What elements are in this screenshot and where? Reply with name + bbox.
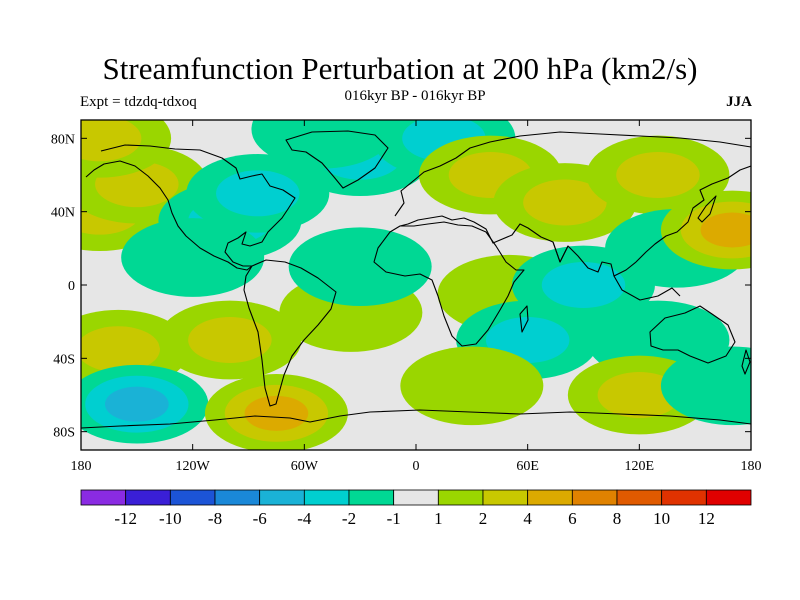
colorbar-label: -10 (159, 509, 182, 528)
contour-blob-25-1 (597, 372, 682, 418)
lat-label: 80N (51, 132, 75, 147)
colorbar-swatch (616, 489, 663, 506)
contour-blob-21-1 (616, 152, 700, 198)
colorbar-label: 4 (523, 509, 532, 528)
contour-blob-10-2 (104, 386, 169, 422)
coast-madagascar (519, 305, 529, 333)
coastlines (81, 130, 751, 429)
colorbar-label: 1 (434, 509, 443, 528)
coast-india-se-asia (552, 241, 681, 301)
contour-blob-6-0 (251, 120, 395, 169)
axes: 80N 40N 0 40S 80S 180 120W 60W 0 60E 120E 180 (51, 120, 762, 474)
contour-blob-19-1 (523, 179, 607, 226)
coast-australia (649, 305, 736, 364)
colorbar-label: -4 (297, 509, 312, 528)
colorbar: -12 -10 -8 -6 -4 -2 -1 1 2 4 6 8 10 12 (80, 489, 752, 528)
contour-blob-8-1 (81, 326, 160, 373)
colorbar-swatch (437, 489, 484, 506)
coast-greenland (285, 130, 389, 189)
colorbar-label: -12 (114, 509, 137, 528)
colorbar-swatch (571, 489, 618, 506)
colorbar-swatch (214, 489, 261, 506)
colorbar-swatch (80, 489, 127, 506)
colorbar-swatch (661, 489, 707, 506)
colorbar-label: 6 (568, 509, 577, 528)
colorbar-label: 10 (653, 509, 670, 528)
lon-label: 120E (625, 459, 655, 474)
colorbar-swatch (125, 489, 171, 506)
contour-blob-7-0 (121, 218, 265, 297)
lat-label: 0 (68, 279, 75, 294)
season-label: JJA (726, 94, 752, 110)
colorbar-label: 12 (698, 509, 715, 528)
colorbar-label: 2 (479, 509, 488, 528)
contour-blob-9-1 (188, 317, 272, 363)
colorbar-swatch (705, 489, 752, 506)
lon-label: 180 (71, 459, 92, 474)
colorbar-swatch (259, 489, 305, 506)
lon-label: 60W (291, 459, 319, 474)
coast-europe-asia (394, 131, 751, 277)
colorbar-label: -8 (208, 509, 222, 528)
colorbar-swatch (348, 489, 395, 506)
contour-blob-18-0 (400, 346, 544, 426)
colorbar-label: -6 (253, 509, 267, 528)
colorbar-swatch (393, 489, 439, 506)
contour-blob-20-1 (541, 262, 626, 308)
colorbar-swatch (527, 489, 573, 506)
contour-blob-23-2 (700, 212, 751, 248)
lon-label: 120W (176, 459, 211, 474)
lon-label: 180 (741, 459, 762, 474)
contour-blob-11-2 (244, 395, 309, 431)
lon-label: 0 (413, 459, 420, 474)
contour-blob-17-1 (485, 317, 570, 363)
colorbar-swatch (482, 489, 529, 506)
colorbar-label: -1 (387, 509, 401, 528)
contour-fill-layer (81, 120, 751, 450)
plot-subtitle: 016kyr BP - 016kyr BP (344, 88, 486, 104)
lat-label: 80S (53, 426, 75, 441)
contour-blob-26-0 (660, 346, 751, 426)
colorbar-label: -2 (342, 509, 356, 528)
contour-blob-4-1 (216, 170, 300, 217)
experiment-label: Expt = tdzdq-tdxoq (80, 94, 197, 110)
coast-africa (373, 221, 525, 347)
coast-japan (697, 195, 717, 223)
colorbar-label: 8 (613, 509, 622, 528)
contour-blob-2-1 (81, 120, 142, 162)
coast-south-america (243, 259, 337, 407)
coast-antarctica (81, 409, 751, 429)
colorbar-swatch (169, 489, 216, 506)
map-area (81, 120, 751, 450)
contour-blob-13-0 (288, 227, 432, 306)
lat-label: 40S (53, 352, 75, 367)
coast-north-america (85, 144, 296, 271)
lat-label: 40N (51, 206, 75, 221)
colorbar-swatch (303, 489, 350, 506)
lon-label: 60E (516, 459, 539, 474)
plot-title: Streamfunction Perturbation at 200 hPa (… (102, 51, 698, 86)
